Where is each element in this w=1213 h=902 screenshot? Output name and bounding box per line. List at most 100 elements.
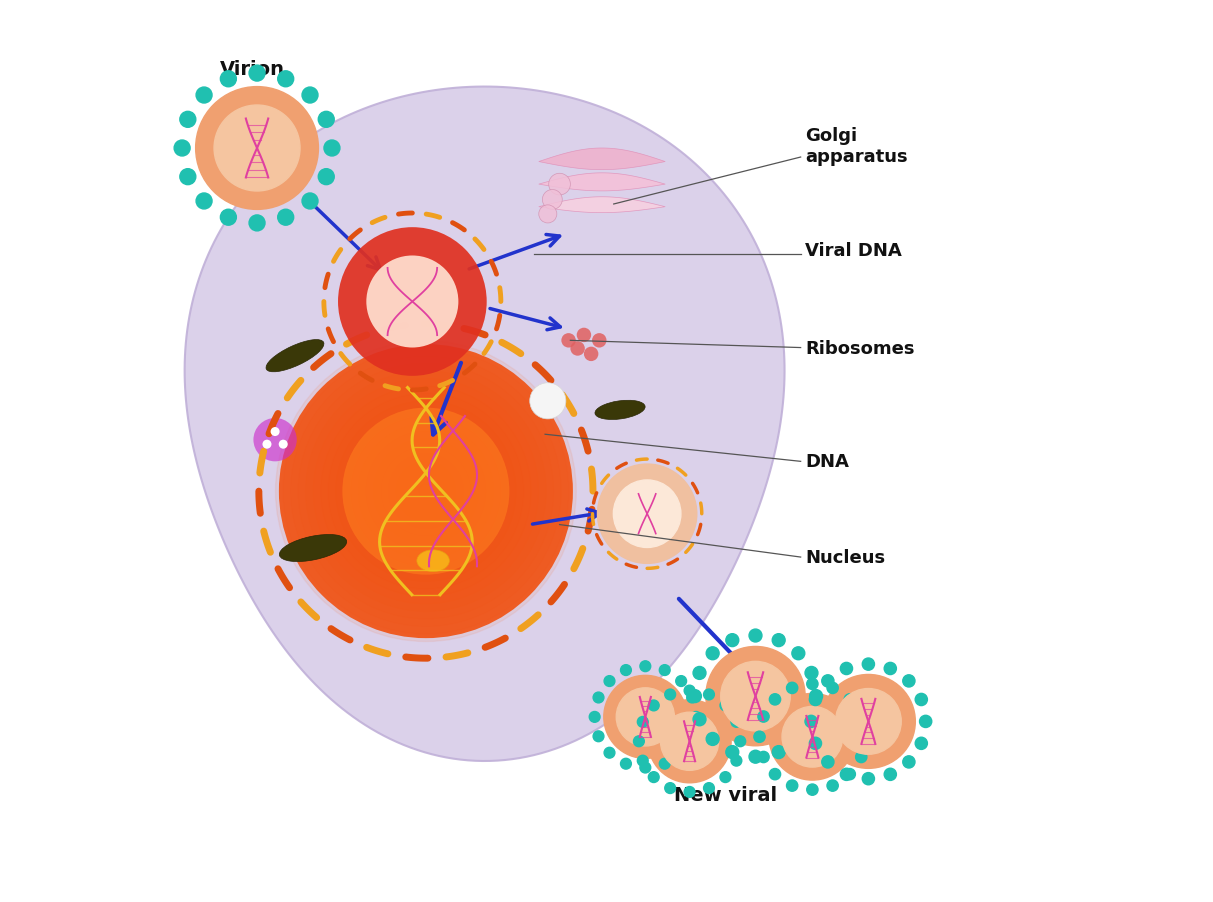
Circle shape — [621, 665, 631, 676]
Circle shape — [902, 756, 915, 769]
Circle shape — [279, 345, 573, 639]
Circle shape — [661, 713, 718, 770]
Circle shape — [676, 748, 687, 759]
Circle shape — [884, 663, 896, 675]
Circle shape — [805, 713, 818, 726]
Circle shape — [366, 431, 486, 552]
Circle shape — [338, 228, 486, 376]
Circle shape — [640, 661, 650, 672]
Circle shape — [539, 206, 557, 224]
Circle shape — [279, 440, 287, 449]
Circle shape — [693, 667, 706, 679]
Circle shape — [706, 732, 719, 746]
Circle shape — [616, 688, 674, 746]
Circle shape — [753, 732, 765, 742]
Circle shape — [570, 342, 585, 356]
Circle shape — [351, 417, 501, 566]
Circle shape — [792, 647, 804, 660]
Circle shape — [542, 190, 563, 210]
Circle shape — [324, 141, 340, 157]
Circle shape — [313, 379, 539, 604]
Circle shape — [786, 683, 798, 694]
Circle shape — [270, 428, 280, 437]
Circle shape — [213, 106, 300, 192]
Circle shape — [687, 731, 697, 741]
Circle shape — [590, 712, 600, 723]
Circle shape — [648, 772, 659, 783]
Circle shape — [735, 736, 746, 747]
Circle shape — [687, 693, 697, 704]
Circle shape — [807, 784, 818, 796]
Circle shape — [583, 347, 598, 362]
Circle shape — [750, 630, 762, 642]
Circle shape — [342, 408, 509, 575]
Circle shape — [704, 783, 714, 794]
Circle shape — [633, 736, 644, 747]
Circle shape — [821, 675, 916, 769]
Circle shape — [841, 769, 853, 780]
Circle shape — [827, 780, 838, 791]
Text: Virion: Virion — [220, 60, 285, 79]
Circle shape — [262, 440, 272, 449]
Circle shape — [637, 755, 648, 766]
Ellipse shape — [594, 400, 645, 420]
Circle shape — [860, 732, 871, 742]
Circle shape — [604, 676, 687, 759]
Circle shape — [197, 194, 212, 210]
Circle shape — [704, 689, 714, 700]
Circle shape — [221, 210, 237, 226]
Circle shape — [640, 762, 650, 773]
Circle shape — [721, 772, 730, 783]
Circle shape — [298, 364, 553, 620]
Polygon shape — [539, 149, 665, 170]
Circle shape — [769, 694, 855, 780]
Circle shape — [665, 783, 676, 794]
Circle shape — [758, 711, 769, 723]
Circle shape — [706, 647, 719, 660]
Circle shape — [721, 662, 790, 731]
Circle shape — [637, 717, 648, 728]
Circle shape — [318, 112, 335, 128]
Circle shape — [278, 72, 294, 87]
Circle shape — [366, 256, 459, 348]
Circle shape — [278, 210, 294, 226]
Circle shape — [388, 454, 463, 529]
Circle shape — [530, 383, 566, 419]
Circle shape — [336, 401, 516, 582]
Circle shape — [197, 87, 212, 104]
Circle shape — [773, 634, 785, 647]
Circle shape — [689, 690, 701, 703]
Circle shape — [721, 700, 730, 711]
Circle shape — [275, 341, 576, 642]
Circle shape — [809, 690, 822, 703]
Circle shape — [684, 787, 695, 797]
Circle shape — [180, 170, 195, 186]
Circle shape — [604, 748, 615, 759]
Circle shape — [195, 87, 319, 210]
Circle shape — [786, 780, 798, 791]
Circle shape — [306, 372, 546, 612]
Circle shape — [855, 711, 867, 723]
Text: Viral DNA: Viral DNA — [805, 242, 902, 260]
Circle shape — [919, 715, 932, 728]
Circle shape — [902, 675, 915, 687]
Text: DNA: DNA — [805, 453, 849, 471]
Circle shape — [862, 773, 875, 785]
Circle shape — [841, 663, 853, 675]
Circle shape — [180, 112, 195, 128]
Circle shape — [621, 759, 631, 769]
Polygon shape — [184, 87, 785, 761]
Circle shape — [884, 769, 896, 780]
Circle shape — [731, 717, 742, 728]
Circle shape — [395, 462, 456, 521]
Circle shape — [792, 732, 804, 746]
Circle shape — [614, 481, 680, 548]
Circle shape — [660, 759, 670, 769]
Circle shape — [374, 439, 478, 544]
Circle shape — [291, 356, 562, 627]
Circle shape — [648, 700, 659, 711]
Circle shape — [773, 746, 785, 759]
Circle shape — [855, 751, 867, 763]
Circle shape — [249, 216, 264, 232]
Ellipse shape — [417, 550, 449, 572]
